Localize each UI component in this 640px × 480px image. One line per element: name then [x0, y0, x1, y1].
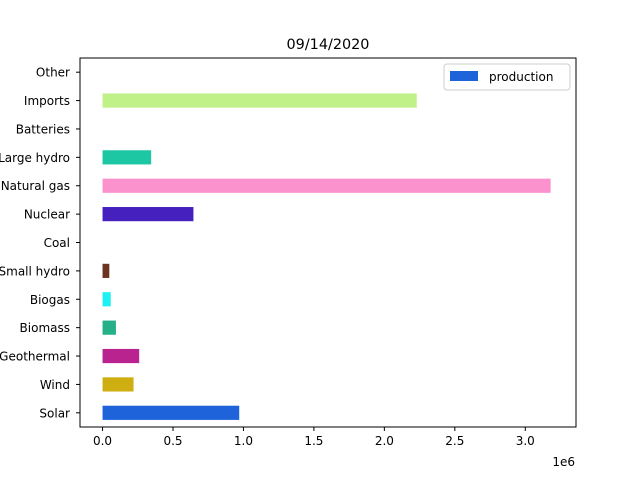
legend-box	[443, 63, 571, 91]
y-tick-label: Batteries	[16, 122, 70, 136]
bar-biomass	[102, 320, 116, 335]
bar-imports	[102, 93, 417, 108]
y-tick-label: Imports	[24, 94, 70, 108]
x-tick-label: 0.5	[163, 434, 182, 448]
x-tick-label: 0.0	[93, 434, 112, 448]
bar-biogas	[102, 292, 111, 307]
y-tick-label: Other	[36, 66, 70, 80]
y-tick-label: Biomass	[20, 321, 70, 335]
x-tick-label: 2.5	[445, 434, 464, 448]
chart-title: 09/14/2020	[287, 37, 370, 53]
legend-swatch	[450, 71, 478, 81]
x-axis: 0.0 0.5 1.0 1.5 2.0 2.5 3.0	[93, 427, 535, 448]
y-tick-label: Nuclear	[24, 208, 70, 222]
plot-frame	[79, 57, 577, 428]
y-tick-label: Wind	[40, 378, 70, 392]
y-tick-label: Geothermal	[0, 350, 70, 364]
x-tick-label: 1.5	[304, 434, 323, 448]
bars-group	[102, 93, 551, 420]
x-offset-text: 1e6	[552, 455, 575, 469]
bar-natural-gas	[102, 178, 551, 193]
bar-nuclear	[102, 207, 194, 222]
y-axis: Solar Wind Geothermal Biomass Biogas Small hy…	[0, 66, 80, 420]
legend-label: production	[489, 70, 553, 84]
y-tick-label: Solar	[39, 406, 70, 420]
bar-solar	[102, 405, 240, 420]
bar-large-hydro	[102, 150, 152, 165]
y-tick-label: Coal	[44, 236, 70, 250]
bar-small-hydro	[102, 263, 110, 278]
y-tick-label: Large hydro	[0, 151, 70, 165]
y-tick-label: Small hydro	[0, 264, 70, 278]
x-tick-label: 3.0	[516, 434, 535, 448]
x-tick-label: 2.0	[375, 434, 394, 448]
legend: production	[443, 63, 571, 91]
x-tick-label: 1.0	[234, 434, 253, 448]
bar-geothermal	[102, 348, 140, 364]
y-tick-label: Biogas	[30, 293, 70, 307]
y-tick-label: Natural gas	[1, 179, 70, 193]
bar-wind	[102, 377, 134, 392]
